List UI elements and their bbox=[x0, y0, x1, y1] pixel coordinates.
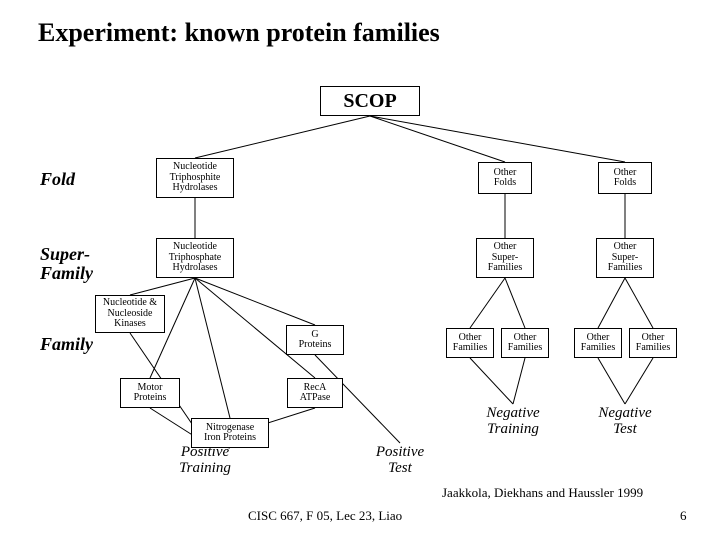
node-n-leaf-1: MotorProteins bbox=[120, 378, 180, 408]
col-label-neg-train: NegativeTraining bbox=[463, 406, 563, 438]
node-n-leaf-3: NitrogenaseIron Proteins bbox=[191, 418, 269, 448]
node-n-fam-3a: OtherFamilies bbox=[574, 328, 622, 358]
node-n-leaf-2: RecAATPase bbox=[287, 378, 343, 408]
slide-title: Experiment: known protein families bbox=[38, 18, 440, 48]
node-n-fam-3b: OtherFamilies bbox=[629, 328, 677, 358]
col-label-pos-train: PositiveTraining bbox=[155, 445, 255, 477]
node-n-sf-2: OtherSuper-Families bbox=[476, 238, 534, 278]
slide: { "title": { "text": "Experiment: known … bbox=[0, 0, 720, 540]
node-n-fam-2b: OtherFamilies bbox=[501, 328, 549, 358]
node-n-sf-3: OtherSuper-Families bbox=[596, 238, 654, 278]
node-n-fold-2: OtherFolds bbox=[478, 162, 532, 194]
node-n-fam-2a: OtherFamilies bbox=[446, 328, 494, 358]
col-label-neg-test: NegativeTest bbox=[575, 406, 675, 438]
node-n-sf-1: NucleotideTriphosphateHydrolases bbox=[156, 238, 234, 278]
node-n-fold-3: OtherFolds bbox=[598, 162, 652, 194]
citation: Jaakkola, Diekhans and Haussler 1999 bbox=[442, 485, 643, 501]
node-n-fold-1: NucleotideTriphosphiteHydrolases bbox=[156, 158, 234, 198]
row-label-family: Family bbox=[40, 335, 93, 354]
row-label-fold: Fold bbox=[40, 170, 75, 189]
col-label-pos-test: PositiveTest bbox=[350, 445, 450, 477]
footer-course: CISC 667, F 05, Lec 23, Liao bbox=[248, 508, 402, 524]
node-n-fam-g: GProteins bbox=[286, 325, 344, 355]
node-n-fam-0: Nucleotide &NucleosideKinases bbox=[95, 295, 165, 333]
row-label-super: Super-Family bbox=[40, 245, 93, 283]
footer-page-num: 6 bbox=[680, 508, 687, 524]
node-root: SCOP bbox=[320, 86, 420, 116]
